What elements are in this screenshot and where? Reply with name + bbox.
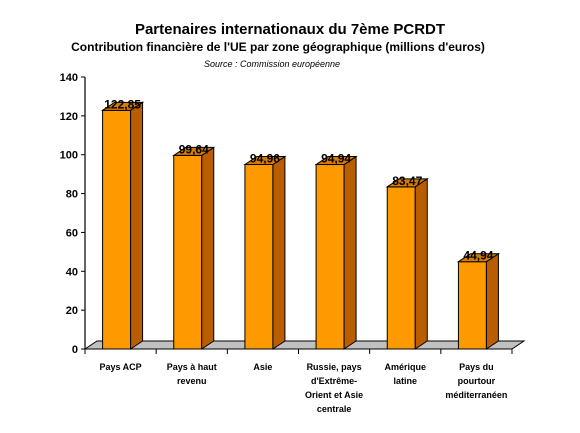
bar-top bbox=[243, 156, 287, 166]
bar-top bbox=[100, 101, 145, 111]
bar-front bbox=[102, 109, 132, 350]
bar-front bbox=[244, 164, 274, 350]
bar-front bbox=[386, 186, 416, 350]
chart-subtitle: Contribution financière de l'UE par zone… bbox=[71, 40, 485, 54]
x-tick-label-line: pourtour bbox=[458, 376, 496, 386]
bar-top bbox=[456, 253, 501, 263]
chart-source: Source : Commission européenne bbox=[204, 59, 340, 69]
x-tick-label: Pays à haut revenu bbox=[167, 362, 217, 386]
chart-title: Partenaires internationaux du 7ème PCRDT bbox=[135, 21, 445, 38]
x-tick-label-line: Pays ACP bbox=[99, 362, 141, 372]
x-tick-label-line: Russie, pays bbox=[307, 362, 362, 372]
data-label: 44,94 bbox=[463, 249, 493, 263]
data-label: 83,47 bbox=[392, 174, 422, 188]
x-tick-label-line: Orient et Asie bbox=[305, 390, 363, 400]
x-tick-label-line: Asie bbox=[253, 362, 272, 372]
x-tick-label: Russie, pays d'Extrême- Orient et Asie cent… bbox=[305, 362, 363, 414]
bar-side bbox=[130, 101, 144, 350]
y-tick-label: 80 bbox=[66, 189, 78, 201]
bars bbox=[100, 101, 501, 350]
bar-front bbox=[173, 154, 203, 350]
bar-top bbox=[172, 146, 216, 156]
data-labels: 122,85 99,64 94,96 94,94 83,47 44,94 bbox=[104, 97, 494, 262]
bar-side bbox=[414, 177, 428, 350]
data-label: 94,96 bbox=[250, 152, 280, 166]
x-tick-label-line: latine bbox=[393, 376, 417, 386]
bar-side bbox=[343, 155, 357, 350]
x-tick-label-line: Amérique bbox=[384, 362, 426, 372]
bar-top bbox=[385, 178, 429, 188]
x-tick-label: Pays ACP bbox=[99, 362, 141, 372]
y-tick-label: 20 bbox=[66, 305, 78, 317]
data-label: 94,94 bbox=[321, 152, 351, 166]
data-label: 99,64 bbox=[179, 142, 209, 156]
x-tick-label-line: d'Extrême- bbox=[311, 376, 357, 386]
bar-side bbox=[485, 252, 499, 350]
bar bbox=[243, 155, 287, 350]
x-tick-label: Amérique latine bbox=[384, 362, 426, 386]
bar bbox=[456, 252, 501, 350]
x-tick-label-line: méditerranéen bbox=[445, 390, 507, 400]
bar bbox=[385, 177, 429, 350]
y-tick-label: 100 bbox=[60, 150, 78, 162]
x-tick-label: Pays du pourtour méditerranéen bbox=[445, 362, 507, 400]
y-tick-label: 140 bbox=[60, 72, 78, 84]
bar bbox=[100, 101, 145, 350]
x-tick-label-line: Pays à haut bbox=[167, 362, 217, 372]
y-tick-label: 40 bbox=[66, 266, 78, 278]
data-label: 122,85 bbox=[104, 97, 141, 111]
y-axis: 0 20 40 60 80 100 120 140 bbox=[60, 72, 86, 356]
bar bbox=[314, 155, 358, 350]
y-tick-label: 120 bbox=[60, 111, 78, 123]
bar bbox=[172, 146, 216, 350]
bar-top bbox=[314, 156, 358, 166]
x-tick-label-line: revenu bbox=[177, 376, 207, 386]
y-tick-label: 60 bbox=[66, 227, 78, 239]
x-tick-label-line: centrale bbox=[317, 404, 352, 414]
bar-front bbox=[457, 261, 487, 350]
bar-front bbox=[315, 164, 345, 350]
bar-side bbox=[201, 146, 215, 350]
y-tick-label: 0 bbox=[72, 344, 78, 356]
x-tick-label-line: Pays du bbox=[459, 362, 494, 372]
x-axis-labels: Pays ACP Pays à haut revenu Asie Russie, pay… bbox=[84, 349, 513, 414]
bar-side bbox=[272, 155, 286, 350]
x-tick-label: Asie bbox=[253, 362, 272, 372]
